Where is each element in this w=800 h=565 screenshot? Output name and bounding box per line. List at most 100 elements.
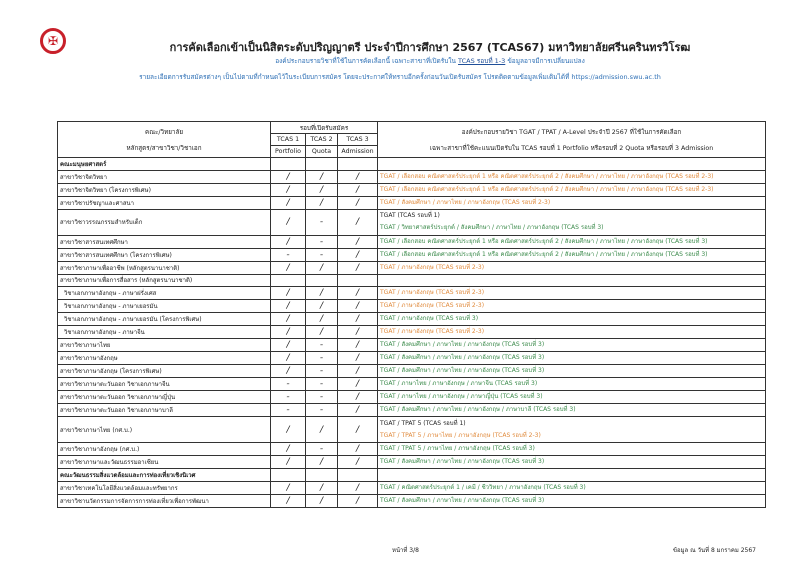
logo-mark: ✠ [47,34,59,48]
tcas2-mark: - [305,208,338,236]
subject-requirements: TGAT / สังคมศึกษา / ภาษาไทย / ภาษาอังกฤษ… [377,493,766,508]
tcas2-mark: / [305,182,338,197]
subject-requirements: TGAT / เลือกสอบ คณิตศาสตร์ประยุกต์ 1 หรื… [377,182,766,197]
subject-line: TGAT / สังคมศึกษา / ภาษาไทย / ภาษาอังกฤษ… [380,496,545,504]
subject-requirements [377,273,766,287]
tcas1-mark: / [270,182,306,197]
page-number: หน้าที่ 3/8 [392,547,419,554]
tcas2-mark: / [305,299,338,313]
subject-requirements: TGAT / สังคมศึกษา / ภาษาไทย / ภาษาอังกฤษ… [377,195,766,210]
tcas1-mark: - [270,390,306,404]
program-name: สาขาวิชาภาษาไทย (กศ.บ.) [57,416,271,443]
table-row: สาขาวิชาภาษาและวัฒนธรรมอาเซียน / / / TGAT / … [57,455,766,469]
program-name: สาขาวิชาภาษาอังกฤษ [57,351,271,365]
subject-requirements: TGAT (TCAS รอบที่ 1) TGAT / วิทยาศาสตร์ปร… [377,208,766,236]
tcas2-mark [305,273,338,287]
tcas2-mark: / [305,286,338,300]
subtitle-note: องค์ประกอบรายวิชาที่ใช้ในการคัดเลือกนี้ … [0,56,800,66]
tcas3-mark: / [337,364,378,378]
header-subjects-line2: เฉพาะสาขาที่ใช้คะแนนเปิดรับใน TCAS รอบที… [429,144,714,152]
university-logo: ✠ [40,28,66,54]
tcas2-mark: - [305,338,338,352]
subject-requirements [377,468,766,482]
tcas3-mark: / [337,403,378,417]
subject-requirements: TGAT / ภาษาอังกฤษ (TCAS รอบที่ 2-3) [377,299,766,313]
tcas3-mark: / [337,286,378,300]
tcas2-mark: - [305,364,338,378]
subject-line: TGAT / ภาษาอังกฤษ (TCAS รอบที่ 2-3) [380,302,485,309]
tcas3-mark: / [337,299,378,313]
admission-note: รายละเอียดการรับสมัครต่างๆ เป็นไปตามที่ก… [139,73,661,81]
subject-line: TGAT / ภาษาอังกฤษ (TCAS รอบที่ 3) [380,315,479,322]
tcas1-mark: - [270,247,306,262]
tcas3-mark [337,273,378,287]
tcas3-mark [337,468,378,482]
subject-requirements: TGAT / เลือกสอบ คณิตศาสตร์ประยุกต์ 1 หรื… [377,247,766,262]
table-row: สาขาวิชาภาษาเพื่อการสื่อสาร (หลักสูตรนาน… [57,273,766,287]
subject-line: TGAT (TCAS รอบที่ 1) [380,212,440,219]
program-name: สาขาวิชาจิตวิทยา (โครงการพิเศษ) [57,182,271,197]
tcas2-mark: - [305,442,338,456]
table-row: สาขาวิชาภาษาอังกฤษ / - / TGAT / สังคมศึกษา /… [57,351,766,365]
tcas3-mark: / [337,182,378,197]
tcas2-mark: - [305,377,338,391]
header-tcas1: TCAS 1 [270,133,306,146]
subject-line: TGAT / ภาษาไทย / ภาษาอังกฤษ / ภาษาจีน (T… [380,380,538,387]
table-row: สาขาวิชาจิตวิทยา (โครงการพิเศษ) / / / TGAT /… [57,182,766,197]
tcas1-mark: / [270,260,306,275]
tcas1-mark: / [270,338,306,352]
header-tcas3: TCAS 3 [337,133,378,146]
program-name: วิชาเอกภาษาอังกฤษ - ภาษาเยอรมัน [57,299,271,313]
tcas1-mark: / [270,416,306,443]
subject-requirements: TGAT / เลือกสอบ คณิตศาสตร์ประยุกต์ 1 หรื… [377,169,766,184]
subject-line: TGAT / TPAT 5 / ภาษาไทย / ภาษาอังกฤษ (TC… [380,431,541,439]
program-name: วิชาเอกภาษาอังกฤษ - ภาษาฝรั่งเศส [57,286,271,300]
tcas3-mark: / [337,234,378,249]
subject-requirements: TGAT / ภาษาไทย / ภาษาอังกฤษ / ภาษาญี่ปุ่… [377,390,766,404]
subject-requirements: TGAT / เลือกสอบ คณิตศาสตร์ประยุกต์ 1 หรื… [377,234,766,249]
table-row: สาขาวิชาภาษาอังกฤษ (โครงการพิเศษ) / - / TGAT… [57,364,766,378]
table-row: สาขาวิชาจิตวิทยา / / / TGAT / เลือกสอบ คณิตศ… [57,169,766,184]
table-row: วิชาเอกภาษาอังกฤษ - ภาษาจีน / / / TGAT / ภาษ… [57,325,766,339]
table-row: สาขาวิชาภาษาไทย (กศ.บ.) / / / TGAT / TPAT 5 … [57,416,766,443]
tcas1-mark: / [270,312,306,326]
tcas1-mark: / [270,234,306,249]
table-row: สาขาวิชาสารสนเทศศึกษา (โครงการพิเศษ) - - / T… [57,247,766,262]
subject-line: TGAT / สังคมศึกษา / ภาษาไทย / ภาษาอังกฤษ… [380,367,545,374]
tcas3-mark: / [337,338,378,352]
tcas3-mark: / [337,325,378,339]
subject-line: TGAT / TPAT 5 / ภาษาไทย / ภาษาอังกฤษ (TC… [380,445,535,452]
subject-line: TGAT / ภาษาอังกฤษ (TCAS รอบที่ 2-3) [380,289,485,296]
subject-line: TGAT / สังคมศึกษา / ภาษาไทย / ภาษาอังกฤษ… [380,354,545,361]
tcas-link[interactable]: TCAS รอบที่ 1-3 [458,57,506,65]
table-row: วิชาเอกภาษาอังกฤษ - ภาษาเยอรมัน (โครงการ… [57,312,766,326]
subtitle-text: องค์ประกอบรายวิชาที่ใช้ในการคัดเลือกนี้ … [275,57,459,65]
subject-line: TGAT / TPAT 5 (TCAS รอบที่ 1) [380,419,466,427]
header-quota: Quota [305,145,338,158]
header-program: คณะ/วิทยาลัย หลักสูตร/สาขาวิชา/วิชาเอก [57,121,271,158]
tcas2-mark: - [305,247,338,262]
tcas2-mark: - [305,403,338,417]
table-row: วิชาเอกภาษาอังกฤษ - ภาษาเยอรมัน / / / TGAT /… [57,299,766,313]
program-name: สาขาวิชาภาษาไทย [57,338,271,352]
table-row: สาขาวิชาภาษาเพื่ออาชีพ (หลักสูตรนานาชาติ… [57,260,766,275]
tcas1-mark [270,273,306,287]
header-subjects-line1: องค์ประกอบรายวิชา TGAT / TPAT / A-Level … [461,128,682,136]
table-row: สาขาวิชาเทคโนโลยีสิ่งแวดล้อมและทรัพยากร /… [57,480,766,495]
tcas1-mark: / [270,364,306,378]
tcas2-mark: / [305,260,338,275]
subject-requirements: TGAT / สังคมศึกษา / ภาษาไทย / ภาษาอังกฤษ… [377,338,766,352]
tcas1-mark: / [270,195,306,210]
program-name: สาขาวิชาภาษาตะวันออก วิชาเอกภาษาจีน [57,377,271,391]
program-name: สาขาวิชาจิตวิทยา [57,169,271,184]
table-row: คณะวัฒนธรรมสิ่งแวดล้อมและการท่องเที่ยวเช… [57,468,766,482]
tcas3-mark: / [337,351,378,365]
table-row: สาขาวิชาภาษาอังกฤษ (กศ.บ.) / - / TGAT / TPAT… [57,442,766,456]
tcas1-mark: / [270,480,306,495]
tcas1-mark: / [270,299,306,313]
program-name: สาขาวิชาภาษาเพื่อการสื่อสาร (หลักสูตรนาน… [57,273,271,287]
tcas3-mark: / [337,480,378,495]
program-name: สาขาวิชาภาษาและวัฒนธรรมอาเซียน [57,455,271,469]
program-name: สาขาวิชาภาษาเพื่ออาชีพ (หลักสูตรนานาชาติ… [57,260,271,275]
